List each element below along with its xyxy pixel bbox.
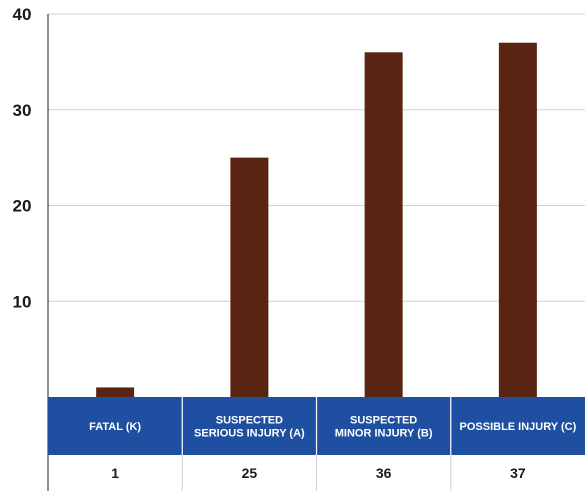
y-tick-label: 40 [13, 5, 32, 24]
bar [230, 157, 269, 397]
bar [364, 52, 403, 398]
value-label: 37 [510, 465, 526, 481]
category-label: FATAL (K) [89, 421, 141, 433]
bar [96, 387, 135, 397]
bars [96, 42, 537, 398]
value-label: 1 [111, 465, 119, 481]
value-label: 36 [376, 465, 392, 481]
y-tick-label: 10 [13, 292, 32, 311]
category-label: SUSPECTED MINOR INJURY (B) [335, 415, 433, 440]
category-label: POSSIBLE INJURY (C) [460, 421, 577, 433]
y-tick-labels: 10 20 30 40 [13, 5, 32, 311]
y-tick-label: 30 [13, 101, 32, 120]
data-table: FATAL (K) SUSPECTED SERIOUS INJURY (A) SUSP… [48, 397, 585, 491]
gridlines [48, 13, 585, 302]
category-label: SUSPECTED SERIOUS INJURY (A) [194, 415, 305, 440]
y-tick-label: 20 [13, 197, 32, 216]
bar [498, 42, 537, 397]
value-label: 25 [242, 465, 258, 481]
